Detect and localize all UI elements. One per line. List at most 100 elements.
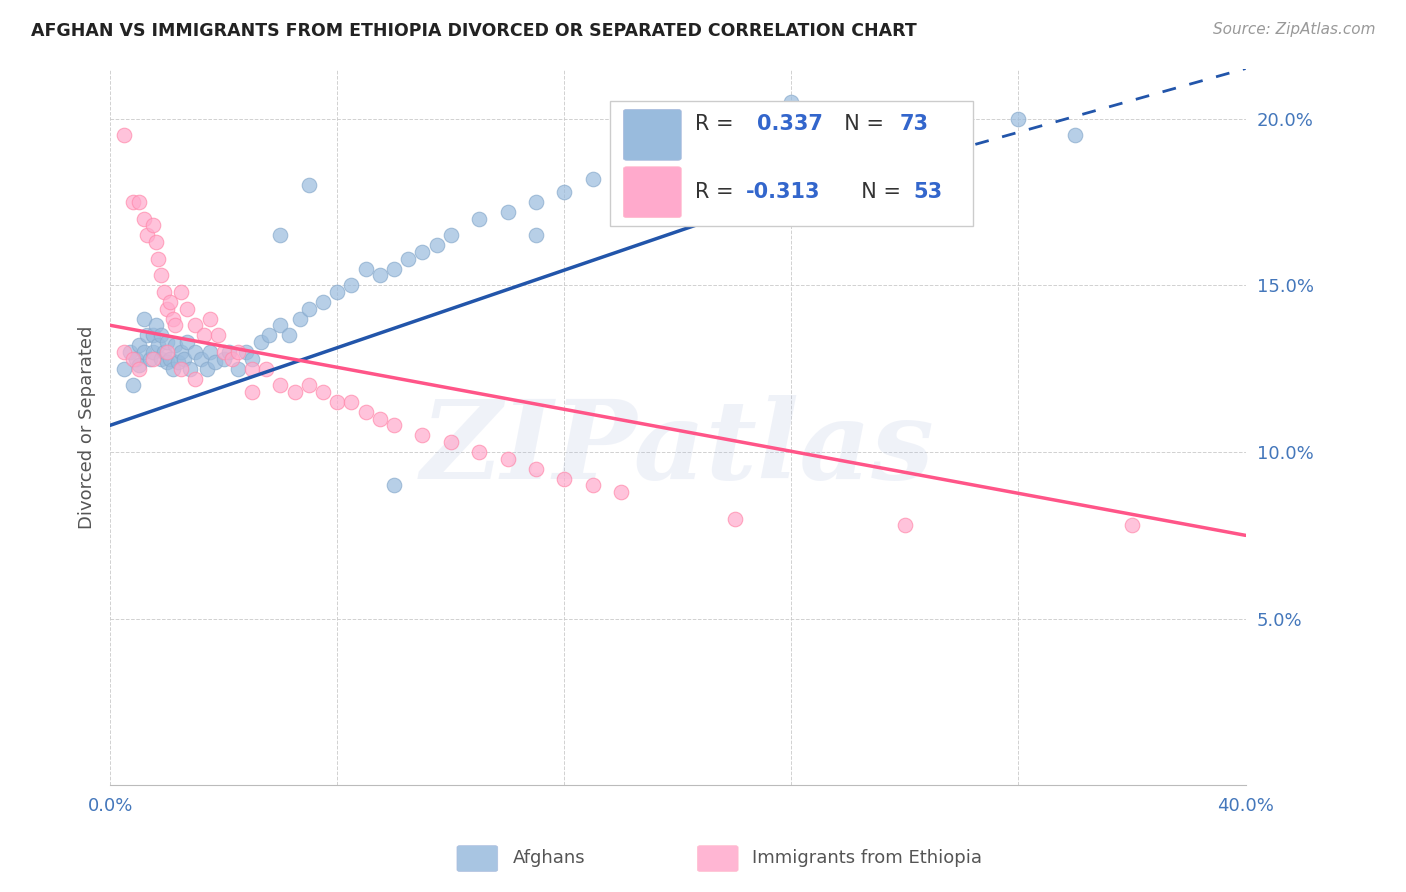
Point	[1007, 112, 1029, 126]
Point	[212, 351, 235, 366]
Point	[148, 252, 170, 266]
Point	[524, 228, 547, 243]
Point	[212, 345, 235, 359]
Point	[298, 378, 321, 392]
Text: N =: N =	[831, 113, 891, 134]
Point	[150, 351, 173, 366]
Point	[159, 294, 181, 309]
Point	[128, 338, 150, 352]
Text: R =: R =	[695, 182, 740, 202]
Point	[142, 328, 165, 343]
Text: R =: R =	[695, 113, 740, 134]
Point	[326, 285, 349, 299]
Point	[136, 228, 159, 243]
Point	[269, 378, 291, 392]
Point	[254, 361, 277, 376]
Point	[582, 171, 605, 186]
Point	[368, 268, 391, 283]
Point	[894, 138, 917, 153]
Point	[290, 311, 312, 326]
Point	[221, 351, 243, 366]
Point	[257, 328, 280, 343]
Point	[411, 244, 433, 259]
Point	[240, 384, 263, 399]
Point	[153, 345, 176, 359]
Point	[468, 445, 491, 459]
Point	[638, 145, 661, 159]
Point	[170, 345, 193, 359]
Point	[184, 345, 207, 359]
Point	[112, 128, 135, 143]
Point	[298, 178, 321, 193]
Point	[148, 338, 170, 352]
Point	[134, 345, 156, 359]
Point	[440, 228, 463, 243]
Point	[162, 311, 184, 326]
Point	[128, 194, 150, 209]
Point	[150, 328, 173, 343]
Point	[112, 345, 135, 359]
Point	[610, 152, 633, 166]
Point	[153, 285, 176, 299]
Point	[340, 395, 363, 409]
Point	[382, 478, 405, 492]
Point	[159, 351, 181, 366]
Point	[173, 351, 195, 366]
Point	[118, 345, 141, 359]
Point	[837, 128, 859, 143]
Point	[204, 355, 226, 369]
Text: N =: N =	[848, 182, 908, 202]
Point	[524, 461, 547, 475]
Point	[610, 485, 633, 500]
Point	[326, 395, 349, 409]
Point	[582, 478, 605, 492]
Text: AFGHAN VS IMMIGRANTS FROM ETHIOPIA DIVORCED OR SEPARATED CORRELATION CHART: AFGHAN VS IMMIGRANTS FROM ETHIOPIA DIVOR…	[31, 22, 917, 40]
Point	[134, 311, 156, 326]
Point	[723, 104, 745, 119]
Point	[136, 328, 159, 343]
Point	[269, 228, 291, 243]
Point	[162, 361, 184, 376]
Point	[240, 361, 263, 376]
Point	[278, 328, 301, 343]
Point	[198, 345, 221, 359]
Point	[142, 345, 165, 359]
Point	[190, 351, 212, 366]
Point	[195, 361, 218, 376]
Point	[249, 334, 271, 349]
Point	[167, 355, 190, 369]
Point	[184, 371, 207, 385]
Point	[226, 361, 249, 376]
Text: 53: 53	[912, 182, 942, 202]
Point	[156, 301, 179, 316]
Point	[440, 435, 463, 450]
Point	[150, 268, 173, 283]
Point	[165, 318, 187, 333]
Point	[382, 261, 405, 276]
Point	[170, 285, 193, 299]
Point	[269, 318, 291, 333]
Point	[121, 194, 143, 209]
Point	[128, 359, 150, 373]
Point	[354, 405, 377, 419]
Point	[193, 328, 215, 343]
Text: ZIPatlas: ZIPatlas	[420, 395, 935, 502]
Point	[218, 345, 240, 359]
Point	[1121, 518, 1143, 533]
Point	[496, 205, 519, 219]
Point	[950, 128, 973, 143]
Point	[198, 311, 221, 326]
Point	[112, 361, 135, 376]
Point	[426, 238, 449, 252]
Point	[156, 345, 179, 359]
Text: 0.337: 0.337	[758, 113, 823, 134]
Point	[468, 211, 491, 226]
Text: Afghans: Afghans	[513, 849, 586, 867]
Text: Source: ZipAtlas.com: Source: ZipAtlas.com	[1212, 22, 1375, 37]
Point	[139, 351, 162, 366]
Point	[340, 278, 363, 293]
Point	[396, 252, 419, 266]
Text: 73: 73	[900, 113, 928, 134]
Point	[382, 418, 405, 433]
Point	[176, 301, 198, 316]
